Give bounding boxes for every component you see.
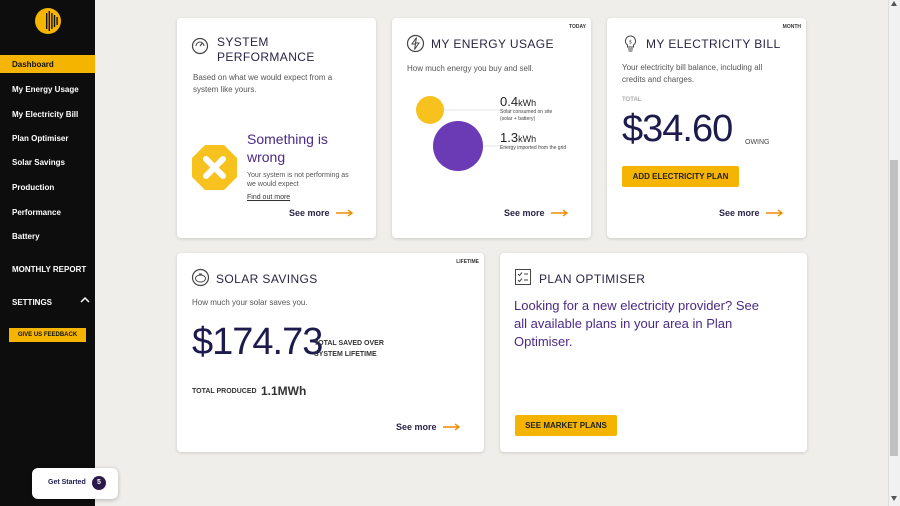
- energy-bubbles-chart: [416, 96, 514, 171]
- find-out-more-link[interactable]: Find out more: [247, 194, 291, 201]
- solar-savings-amount-label-line2: SYSTEM LIFETIME: [314, 351, 377, 358]
- plan-optimiser-text-line3: Optimiser.: [514, 334, 573, 349]
- arrow-right-icon: [442, 423, 460, 431]
- checklist-icon: [515, 269, 531, 285]
- svg-text:$: $: [629, 40, 632, 46]
- system-performance-desc-line1: Based on what we would expect from a: [193, 73, 333, 82]
- grid-imported-label: Energy imported from the grid: [500, 145, 567, 151]
- electricity-bill-see-more[interactable]: See more: [719, 208, 784, 218]
- solar-savings-title: SOLAR SAVINGS: [216, 272, 318, 286]
- electricity-bill-desc-line2: credits and charges.: [622, 75, 695, 84]
- sidebar-item-plan-optimiser[interactable]: Plan Optimiser: [12, 134, 69, 143]
- gauge-icon: [191, 37, 209, 55]
- system-performance-title-line2: PERFORMANCE: [217, 50, 315, 64]
- energy-usage-period-tag: TODAY: [569, 24, 586, 30]
- plan-optimiser-title: PLAN OPTIMISER: [539, 272, 646, 286]
- electricity-bill-period-tag: MONTH: [782, 24, 801, 30]
- plan-optimiser-text-line2: all available plans in your area in Plan: [514, 316, 733, 331]
- sidebar-item-solar-savings[interactable]: Solar Savings: [12, 158, 65, 167]
- brand-logo-icon[interactable]: [34, 7, 62, 35]
- solar-savings-amount: $174.73: [192, 321, 323, 363]
- energy-usage-see-more[interactable]: See more: [504, 208, 569, 218]
- plan-optimiser-card: PLAN OPTIMISER Looking for a new electri…: [500, 253, 807, 452]
- solar-consumed-bubble: [416, 96, 444, 124]
- system-performance-desc-line2: system like yours.: [193, 85, 257, 94]
- solar-savings-see-more[interactable]: See more: [396, 422, 461, 432]
- sidebar-monthly-report[interactable]: MONTHLY REPORT: [12, 265, 87, 274]
- see-more-label: See more: [719, 208, 760, 218]
- sidebar-item-production[interactable]: Production: [12, 183, 55, 192]
- solar-consumed-value: 0.4: [500, 94, 519, 109]
- plan-optimiser-text: Looking for a new electricity provider? …: [514, 297, 759, 351]
- solar-savings-amount-label-line1: TOTAL SAVED OVER: [314, 340, 384, 347]
- get-started-widget[interactable]: Get Started 5: [32, 468, 118, 499]
- sidebar: Dashboard My Energy Usage My Electricity…: [0, 0, 95, 506]
- solar-savings-period-tag: LIFETIME: [456, 259, 479, 265]
- solar-consumed-label-line2: (solar + battery): [500, 116, 536, 122]
- electricity-bill-desc-line1: Your electricity bill balance, including…: [622, 63, 763, 72]
- sidebar-item-performance[interactable]: Performance: [12, 208, 61, 217]
- error-octagon-icon: [192, 145, 237, 190]
- grid-imported-unit: kWh: [518, 134, 537, 144]
- see-more-label: See more: [504, 208, 545, 218]
- lightbulb-dollar-icon: $: [625, 35, 636, 52]
- total-produced-label: TOTAL PRODUCED: [192, 388, 257, 395]
- energy-usage-title: MY ENERGY USAGE: [431, 37, 554, 51]
- grid-imported-bubble: [433, 121, 483, 171]
- grid-imported-value: 1.3: [500, 130, 519, 145]
- scroll-down-arrow-icon[interactable]: [891, 496, 897, 501]
- electricity-bill-title: MY ELECTRICITY BILL: [646, 37, 781, 51]
- see-more-label: See more: [289, 208, 330, 218]
- scrollbar-thumb[interactable]: [890, 160, 898, 456]
- scroll-up-arrow-icon[interactable]: [891, 1, 897, 6]
- sidebar-item-dashboard[interactable]: Dashboard: [0, 55, 95, 73]
- sidebar-item-battery[interactable]: Battery: [12, 232, 40, 241]
- see-more-label: See more: [396, 422, 437, 432]
- energy-usage-card: TODAY MY ENERGY USAGE How much energy yo…: [392, 18, 591, 238]
- arrow-right-icon: [765, 209, 783, 217]
- feedback-button[interactable]: GIVE US FEEDBACK: [9, 328, 86, 342]
- solar-consumed-unit: kWh: [518, 98, 537, 108]
- arrow-right-icon: [335, 209, 353, 217]
- grid-imported-readout: 1.3kWh: [500, 129, 536, 147]
- solar-consumed-label-line1: Solar consumed on site: [500, 109, 553, 115]
- system-status-detail-line2: we would expect: [247, 181, 299, 188]
- system-status-line2: wrong: [247, 149, 286, 165]
- system-performance-see-more[interactable]: See more: [289, 208, 354, 218]
- system-performance-title-line1: SYSTEM: [217, 35, 269, 49]
- system-status-detail-line1: Your system is not performing as: [247, 172, 349, 179]
- electricity-bill-amount: $34.60: [622, 108, 733, 150]
- sidebar-item-my-energy-usage[interactable]: My Energy Usage: [12, 85, 79, 94]
- solar-savings-desc: How much your solar saves you.: [192, 298, 308, 307]
- add-electricity-plan-button[interactable]: ADD ELECTRICITY PLAN: [622, 166, 739, 187]
- piggy-bank-icon: [191, 268, 210, 287]
- solar-savings-card: LIFETIME SOLAR SAVINGS How much your sol…: [177, 253, 484, 452]
- get-started-label: Get Started: [48, 479, 86, 486]
- get-started-count-badge: 5: [92, 476, 106, 490]
- system-performance-card: SYSTEM PERFORMANCE Based on what we woul…: [177, 18, 376, 238]
- solar-consumed-readout: 0.4kWh: [500, 93, 536, 111]
- arrow-right-icon: [550, 209, 568, 217]
- lightning-icon: [406, 34, 425, 53]
- energy-usage-desc: How much energy you buy and sell.: [407, 64, 534, 73]
- electricity-bill-total-label: TOTAL: [622, 97, 642, 103]
- electricity-bill-card: MONTH $ MY ELECTRICITY BILL Your electri…: [607, 18, 806, 238]
- chevron-up-icon[interactable]: [80, 296, 90, 303]
- see-market-plans-button[interactable]: SEE MARKET PLANS: [515, 415, 617, 436]
- total-produced-value: 1.1MWh: [261, 384, 307, 398]
- sidebar-item-my-electricity-bill[interactable]: My Electricity Bill: [12, 110, 79, 119]
- system-status-line1: Something is: [247, 131, 328, 147]
- plan-optimiser-text-line1: Looking for a new electricity provider? …: [514, 298, 759, 313]
- electricity-bill-status: OWING: [745, 139, 770, 146]
- sidebar-settings[interactable]: SETTINGS: [12, 298, 53, 307]
